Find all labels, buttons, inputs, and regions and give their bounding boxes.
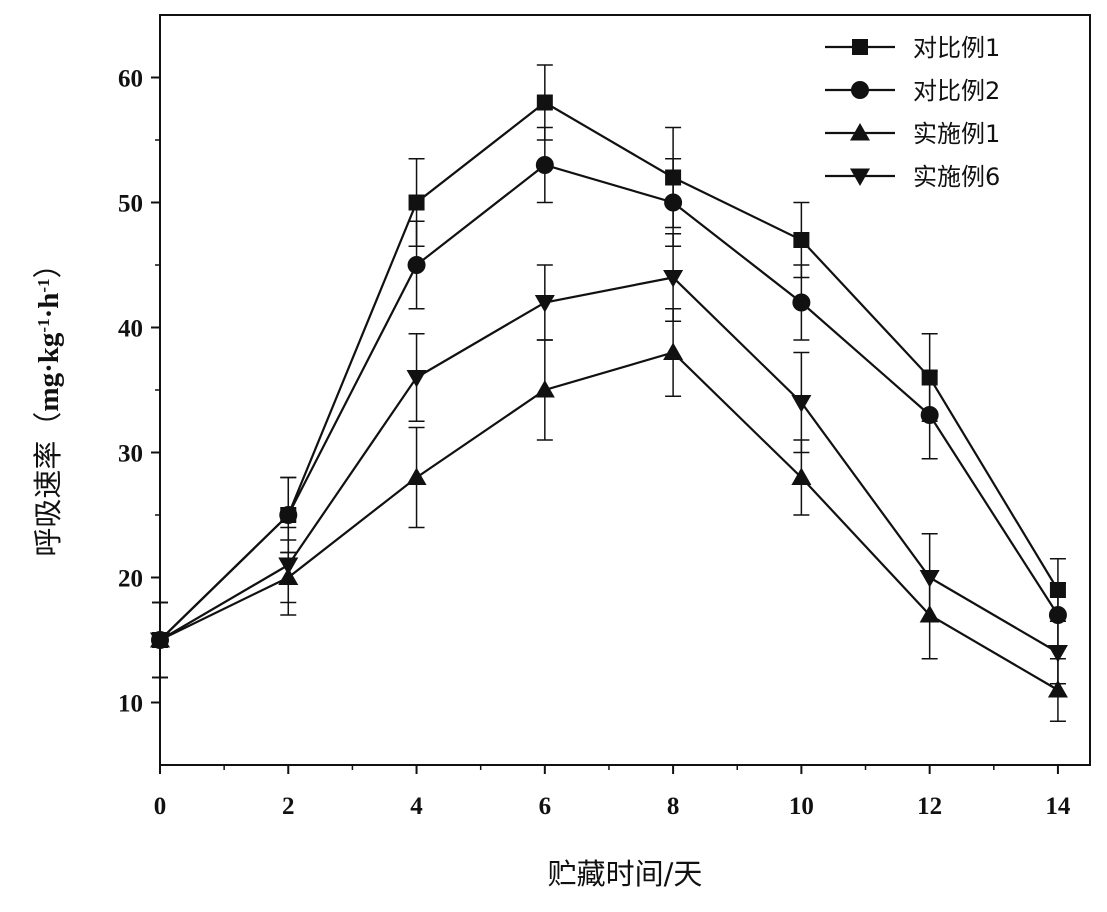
legend-item: 实施例1 <box>825 120 1000 148</box>
y-axis-label-unit: mg·kg <box>33 332 65 411</box>
y-axis-label: 呼吸速率（mg·kg-1·h-1） <box>31 249 65 556</box>
data-point <box>407 468 427 486</box>
data-point <box>664 194 682 212</box>
y-axis-label-exp2: -1 <box>34 278 53 292</box>
x-tick-label: 8 <box>667 793 680 820</box>
legend: 对比例1 对比例2 实施例1 实施例6 <box>825 34 1000 191</box>
legend-marker <box>852 39 868 55</box>
legend-marker <box>851 81 869 99</box>
data-point <box>279 506 297 524</box>
legend-label: 实施例6 <box>913 163 1000 191</box>
y-axis-label-exp1: -1 <box>34 318 53 332</box>
legend-item: 对比例2 <box>825 77 1000 105</box>
y-tick-label: 30 <box>118 441 143 468</box>
data-point <box>408 256 426 274</box>
legend-item: 对比例1 <box>825 34 1000 62</box>
data-point <box>535 295 555 313</box>
data-point <box>536 156 554 174</box>
legend-marker <box>850 123 870 141</box>
data-point <box>1048 645 1068 663</box>
data-point <box>791 395 811 413</box>
y-tick-label: 50 <box>118 191 143 218</box>
data-point <box>793 232 809 248</box>
data-point <box>407 370 427 388</box>
legend-label: 实施例1 <box>913 120 1000 148</box>
data-point <box>792 294 810 312</box>
data-point <box>921 406 939 424</box>
data-point <box>409 195 425 211</box>
y-tick-label: 40 <box>118 316 143 343</box>
x-axis-label: 贮藏时间/天 <box>548 857 703 891</box>
x-tick-label: 14 <box>1045 793 1071 820</box>
data-point <box>663 343 683 361</box>
x-tick-label: 10 <box>789 793 814 820</box>
y-tick-label: 20 <box>118 566 143 593</box>
data-point <box>920 570 940 588</box>
data-point <box>537 95 553 111</box>
legend-label: 对比例1 <box>913 34 1000 62</box>
legend-label: 对比例2 <box>913 77 1000 105</box>
y-tick-label: 10 <box>118 691 143 718</box>
x-tick-label: 6 <box>539 793 552 820</box>
legend-item: 实施例6 <box>825 163 1000 191</box>
y-axis-label-mid: ·h <box>33 293 65 319</box>
x-tick-label: 0 <box>154 793 167 820</box>
legend-marker <box>850 169 870 187</box>
y-axis-label-close: ） <box>31 249 65 278</box>
x-tick-label: 2 <box>282 793 295 820</box>
y-tick-label: 60 <box>118 66 143 93</box>
y-axis-label-main: 呼吸速率（ <box>31 412 65 557</box>
x-tick-label: 12 <box>917 793 942 820</box>
x-tick-label: 4 <box>410 793 423 820</box>
